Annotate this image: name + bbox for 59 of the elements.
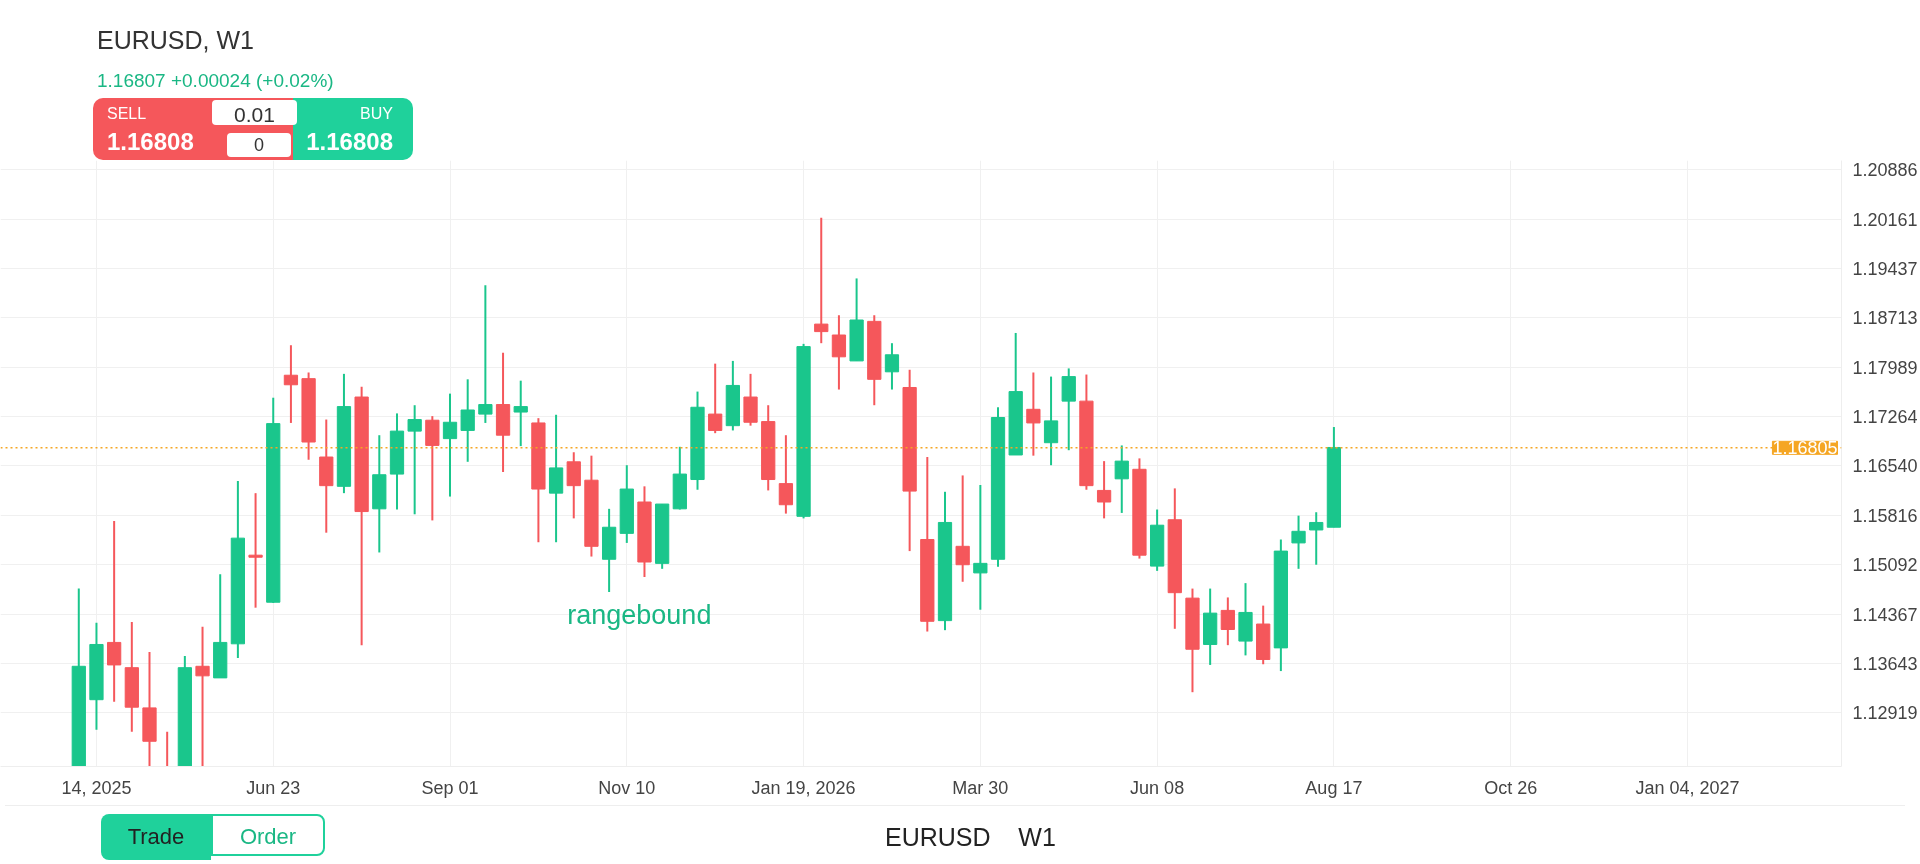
text: 0.01 <box>212 100 297 126</box>
text: SELL <box>107 104 147 124</box>
chart-title: EURUSD, W1 <box>97 25 254 56</box>
y-tick-label: 1.20886 <box>1852 160 1918 181</box>
x-tick-label: Mar 30 <box>952 777 1009 798</box>
candlestick <box>1114 444 1129 514</box>
ref-line-label: 1.16805 <box>1772 438 1838 459</box>
text: Order <box>211 814 325 856</box>
y-tick-label: 1.12919 <box>1852 703 1918 724</box>
candlestick <box>973 483 988 611</box>
candlestick <box>460 378 475 463</box>
candlestick <box>107 520 122 703</box>
y-tick-label: 1.20161 <box>1852 209 1918 230</box>
candlestick <box>1026 371 1041 457</box>
chart-subtitle: 1.16807 +0.00024 (+0.02%) <box>97 69 334 93</box>
candlestick <box>248 492 263 609</box>
x-tick-label: 14, 2025 <box>61 777 132 798</box>
text: BUY <box>360 104 393 124</box>
candlestick <box>478 284 493 424</box>
candlestick <box>442 392 458 498</box>
candlestick <box>1043 375 1059 467</box>
y-tick-label: 1.14367 <box>1852 604 1918 625</box>
text: Trade <box>101 814 211 860</box>
x-tick-label: Sep 01 <box>421 777 479 798</box>
candlestick <box>513 379 528 448</box>
text: 1.16808 <box>107 127 194 157</box>
y-tick-label: 1.17264 <box>1852 407 1918 428</box>
candlestick <box>778 434 794 515</box>
candlestick <box>195 625 210 767</box>
candlestick <box>708 362 723 435</box>
y-tick-label: 1.18713 <box>1852 308 1918 329</box>
text: 1.16808 <box>306 127 393 157</box>
x-tick-label: Nov 10 <box>598 777 656 798</box>
candlestick <box>814 216 829 345</box>
x-tick-label: Jun 08 <box>1130 777 1185 798</box>
annotation: rangebound <box>567 600 712 630</box>
y-tick-label: 1.19437 <box>1852 258 1918 279</box>
candlestick <box>1096 460 1112 520</box>
y-tick-label: 1.16540 <box>1852 456 1918 477</box>
candlestick <box>884 342 900 391</box>
text: 0 <box>227 133 291 157</box>
y-tick-label: 1.15816 <box>1852 505 1918 526</box>
candlestick <box>1309 511 1324 566</box>
x-tick-label: Oct 26 <box>1484 777 1538 798</box>
candlestick <box>566 451 581 520</box>
text: EURUSD W1 <box>885 823 1056 851</box>
candlestick <box>831 314 847 391</box>
candlestick <box>283 344 299 424</box>
y-tick-label: 1.13643 <box>1852 653 1918 674</box>
y-tick-label: 1.15092 <box>1852 555 1918 576</box>
candlestick <box>1291 514 1306 570</box>
candlestick <box>407 404 422 516</box>
candlestick <box>1220 596 1235 647</box>
x-tick-label: Aug 17 <box>1305 777 1363 798</box>
x-tick-label: Jun 23 <box>246 777 301 798</box>
y-tick-label: 1.17989 <box>1852 357 1918 378</box>
x-tick-label: Jan 04, 2027 <box>1635 777 1740 798</box>
x-tick-label: Jan 19, 2026 <box>751 777 856 798</box>
candlestick <box>955 474 970 583</box>
